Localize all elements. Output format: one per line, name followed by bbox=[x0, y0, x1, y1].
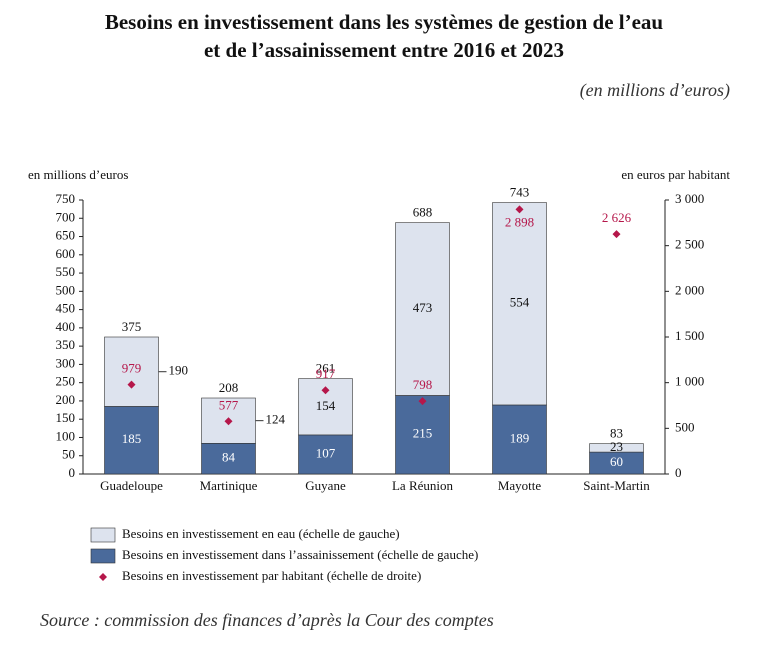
y-tick-label: 600 bbox=[56, 246, 76, 261]
bar-segment bbox=[298, 434, 353, 475]
total-label: 83 bbox=[610, 426, 623, 441]
legend-swatch bbox=[90, 548, 116, 564]
segment-label: 154 bbox=[316, 398, 336, 413]
y2-tick-label: 2 500 bbox=[675, 237, 704, 252]
x-tick-label: Saint-Martin bbox=[583, 478, 650, 493]
y-tick-label: 550 bbox=[56, 264, 76, 279]
y-tick-label: 200 bbox=[56, 392, 76, 407]
segment-label: 190 bbox=[169, 363, 189, 378]
y-tick-label: 100 bbox=[56, 428, 76, 443]
x-tick-label: Mayotte bbox=[498, 478, 542, 493]
marker bbox=[321, 386, 330, 395]
subtitle: (en millions d’euros) bbox=[580, 80, 730, 101]
y-tick-label: 450 bbox=[56, 301, 76, 316]
y2-tick-label: 0 bbox=[675, 465, 682, 480]
y2-tick-label: 3 000 bbox=[675, 191, 704, 206]
y-tick-label: 0 bbox=[69, 465, 76, 480]
marker-label: 2 626 bbox=[602, 210, 632, 225]
segment-label: 473 bbox=[413, 300, 433, 315]
segment-label: 189 bbox=[510, 430, 530, 445]
total-label: 688 bbox=[413, 205, 433, 220]
y-tick-label: 700 bbox=[56, 209, 76, 224]
total-label: 261 bbox=[316, 361, 336, 376]
y-tick-label: 400 bbox=[56, 319, 76, 334]
y-tick-label: 750 bbox=[56, 191, 76, 206]
x-tick-label: Martinique bbox=[200, 478, 258, 493]
marker-label: 2 898 bbox=[505, 214, 534, 229]
legend-label: Besoins en investissement en eau (échell… bbox=[122, 526, 400, 541]
marker-label: 798 bbox=[413, 377, 433, 392]
y-tick-label: 350 bbox=[56, 337, 76, 352]
y-tick-label: 500 bbox=[56, 282, 76, 297]
marker bbox=[418, 397, 427, 406]
bar-segment bbox=[589, 443, 644, 453]
marker bbox=[127, 380, 136, 389]
marker bbox=[515, 205, 524, 214]
segment-label: 107 bbox=[316, 445, 336, 460]
chart-title: et de l’assainissement entre 2016 et 202… bbox=[204, 38, 564, 62]
total-label: 743 bbox=[510, 185, 530, 200]
segment-label: 185 bbox=[122, 431, 142, 446]
y2-tick-label: 1 000 bbox=[675, 374, 704, 389]
y-tick-label: 300 bbox=[56, 355, 76, 370]
y2-tick-label: 2 000 bbox=[675, 282, 704, 297]
total-label: 208 bbox=[219, 380, 239, 395]
total-label: 375 bbox=[122, 319, 142, 334]
bar-segment bbox=[201, 443, 256, 475]
bar-segment bbox=[104, 406, 159, 475]
x-tick-label: La Réunion bbox=[392, 478, 454, 493]
legend-label: Besoins en investissement dans l’assaini… bbox=[122, 547, 478, 562]
marker-label: 577 bbox=[219, 397, 239, 412]
marker-label: 917 bbox=[316, 366, 336, 381]
y-tick-label: 50 bbox=[62, 447, 75, 462]
x-tick-label: Guyane bbox=[305, 478, 346, 493]
bar-segment bbox=[104, 336, 159, 407]
bar-segment bbox=[492, 202, 547, 406]
segment-label: 84 bbox=[222, 450, 236, 465]
x-tick-label: Guadeloupe bbox=[100, 478, 163, 493]
marker-label: 979 bbox=[122, 361, 142, 376]
legend-label: Besoins en investissement par habitant (… bbox=[122, 568, 421, 583]
y2-tick-label: 500 bbox=[675, 419, 695, 434]
segment-label: 23 bbox=[610, 439, 623, 454]
segment-label: 215 bbox=[413, 426, 433, 441]
y-tick-label: 250 bbox=[56, 374, 76, 389]
bar-segment bbox=[395, 222, 450, 396]
marker bbox=[612, 230, 621, 239]
segment-label: 60 bbox=[610, 454, 623, 469]
legend-swatch bbox=[90, 527, 116, 543]
segment-label: 554 bbox=[510, 295, 530, 310]
source: Source : commission des finances d’après… bbox=[40, 610, 494, 630]
y-tick-label: 650 bbox=[56, 228, 76, 243]
y-tick-label: 150 bbox=[56, 410, 76, 425]
marker bbox=[224, 417, 233, 426]
bar-segment bbox=[492, 404, 547, 475]
bar-segment bbox=[395, 395, 450, 475]
y2-axis-label: en euros par habitant bbox=[621, 167, 730, 182]
y2-tick-label: 1 500 bbox=[675, 328, 704, 343]
segment-label: 124 bbox=[266, 412, 286, 427]
legend-marker bbox=[99, 573, 107, 581]
chart-title: Besoins en investissement dans les systè… bbox=[105, 10, 664, 34]
y-axis-label: en millions d’euros bbox=[28, 167, 128, 182]
